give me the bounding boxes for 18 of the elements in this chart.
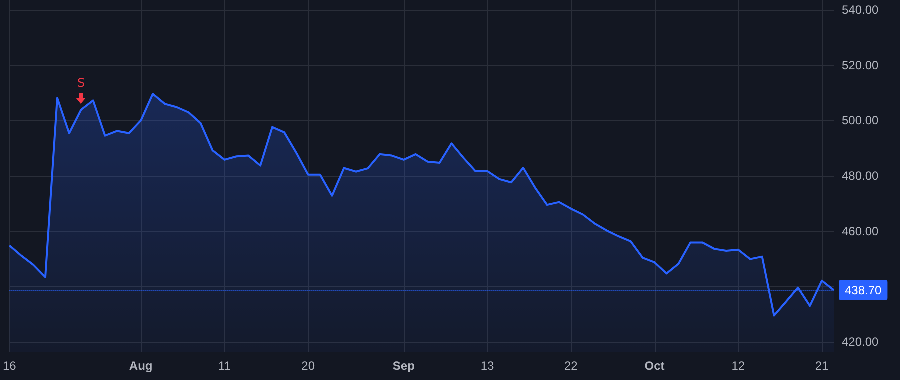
x-tick-label: Aug <box>129 359 153 373</box>
x-tick-label: Oct <box>644 359 665 373</box>
y-tick-label: 420.00 <box>842 335 880 350</box>
ref-line-label: 438.70 <box>845 283 882 298</box>
y-tick-label: 520.00 <box>842 58 880 72</box>
x-tick-label: Sep <box>392 359 415 373</box>
y-tick-label: 500.00 <box>842 114 880 128</box>
x-tick-label: 20 <box>302 359 316 373</box>
x-tick-label: 16 <box>2 359 17 373</box>
x-tick-label: 12 <box>732 359 746 373</box>
x-tick-label: 21 <box>815 359 830 373</box>
y-tick-label: 540.00 <box>842 2 880 17</box>
x-tick-label: 13 <box>480 359 495 373</box>
annotation: S <box>76 76 86 90</box>
y-tick-label: 480.00 <box>842 169 880 183</box>
x-tick-label: 22 <box>564 359 578 373</box>
y-tick-label: 460.00 <box>842 224 880 238</box>
x-tick-label: 11 <box>218 359 232 373</box>
